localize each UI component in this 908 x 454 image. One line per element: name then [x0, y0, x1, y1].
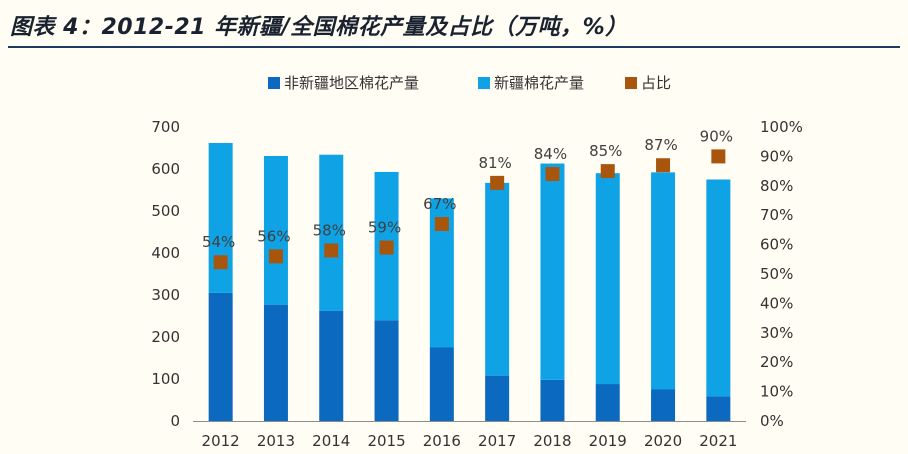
share-data-label: 85%	[589, 142, 622, 160]
share-data-label: 59%	[368, 219, 401, 237]
bar-xinjiang	[485, 182, 510, 376]
left-axis-tick-label: 100	[151, 370, 180, 388]
bar-non-xinjiang	[319, 310, 344, 421]
figure-header: 图表 4：2012-21 年新疆/全国棉花产量及占比（万吨，%）	[0, 0, 908, 48]
bar-xinjiang	[540, 163, 565, 380]
share-data-label: 56%	[257, 227, 290, 245]
left-axis-tick-label: 500	[151, 202, 180, 220]
share-marker	[268, 249, 283, 264]
share-data-label: 90%	[700, 127, 733, 145]
bar-non-xinjiang	[595, 384, 620, 421]
legend-xinjiang-swatch	[478, 77, 490, 89]
right-axis-tick-label: 10%	[760, 383, 793, 401]
left-axis-tick-label: 200	[151, 328, 180, 346]
share-marker	[656, 158, 671, 173]
legend-non-xinjiang-swatch	[268, 77, 280, 89]
title-underline	[8, 46, 900, 48]
share-marker	[434, 217, 449, 232]
bar-xinjiang	[319, 154, 344, 311]
x-axis-tick-label: 2019	[589, 432, 627, 450]
left-axis-tick-label: 600	[151, 160, 180, 178]
bar-non-xinjiang	[651, 389, 676, 421]
right-axis-tick-label: 30%	[760, 324, 793, 342]
x-axis-tick-label: 2020	[644, 432, 682, 450]
right-axis-tick-label: 0%	[760, 412, 784, 430]
bar-xinjiang	[263, 155, 288, 305]
x-axis-tick-label: 2018	[533, 432, 571, 450]
share-marker	[490, 175, 505, 190]
share-data-label: 87%	[644, 136, 677, 154]
x-axis-tick-label: 2021	[699, 432, 737, 450]
right-axis-tick-label: 80%	[760, 177, 793, 195]
share-data-label: 67%	[423, 195, 456, 213]
x-axis-tick-label: 2015	[367, 432, 405, 450]
bar-non-xinjiang	[706, 396, 731, 421]
share-data-label: 84%	[534, 145, 567, 163]
bar-xinjiang	[651, 172, 676, 390]
legend-share-label: 占比	[641, 74, 671, 92]
right-axis-tick-label: 70%	[760, 206, 793, 224]
bar-non-xinjiang	[485, 375, 510, 421]
right-axis-tick-label: 20%	[760, 353, 793, 371]
bar-xinjiang	[208, 142, 233, 293]
figure-title: 图表 4：2012-21 年新疆/全国棉花产量及占比（万吨，%）	[10, 15, 628, 40]
bar-non-xinjiang	[540, 379, 565, 421]
right-axis-tick-label: 50%	[760, 265, 793, 283]
share-data-label: 58%	[313, 221, 346, 239]
share-marker	[545, 167, 560, 182]
x-axis-tick-label: 2013	[257, 432, 295, 450]
share-marker	[600, 164, 615, 179]
legend-non-xinjiang-label: 非新疆地区棉花产量	[284, 74, 419, 92]
share-marker	[711, 149, 726, 164]
right-axis-tick-label: 100%	[760, 118, 803, 136]
share-marker	[324, 243, 339, 258]
share-data-label: 54%	[202, 233, 235, 251]
bar-non-xinjiang	[208, 292, 233, 421]
left-axis-tick-label: 0	[170, 412, 180, 430]
right-axis-tick-label: 90%	[760, 147, 793, 165]
share-data-label: 81%	[478, 154, 511, 172]
right-axis-tick-label: 40%	[760, 294, 793, 312]
bar-non-xinjiang	[263, 304, 288, 421]
left-axis-tick-label: 400	[151, 244, 180, 262]
left-axis-tick-label: 300	[151, 286, 180, 304]
x-axis-tick-label: 2017	[478, 432, 516, 450]
legend-share-swatch	[625, 77, 637, 89]
bar-xinjiang	[595, 173, 620, 385]
legend-xinjiang-label: 新疆棉花产量	[494, 74, 584, 92]
x-axis-tick-label: 2012	[202, 432, 240, 450]
left-axis-tick-label: 700	[151, 118, 180, 136]
bar-non-xinjiang	[429, 347, 454, 421]
bar-xinjiang	[706, 179, 731, 397]
x-axis-tick-label: 2014	[312, 432, 350, 450]
share-marker	[379, 240, 394, 255]
bar-non-xinjiang	[374, 320, 399, 421]
share-marker	[213, 255, 228, 270]
right-axis-tick-label: 60%	[760, 236, 793, 254]
x-axis-tick-label: 2016	[423, 432, 461, 450]
